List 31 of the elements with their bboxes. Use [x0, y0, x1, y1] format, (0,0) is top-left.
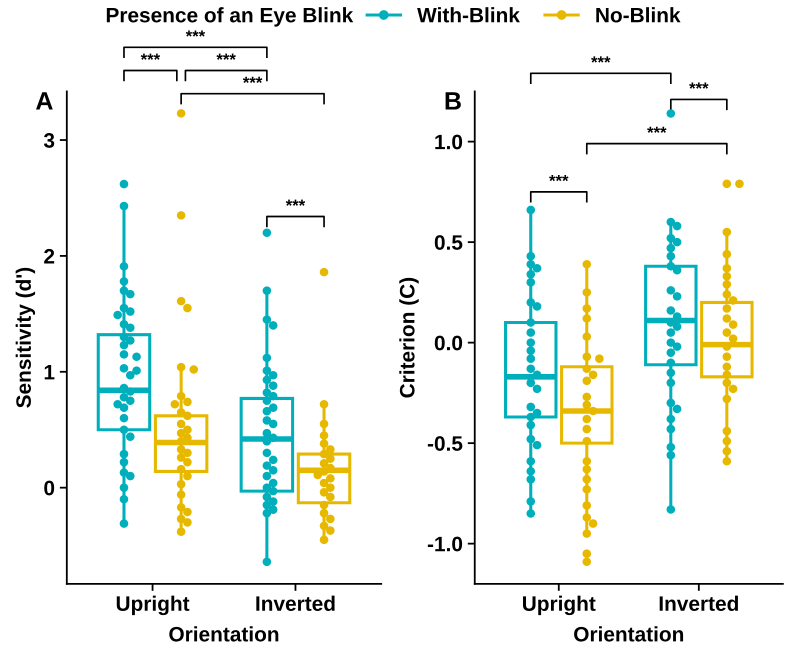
chart-title: A — [36, 92, 53, 110]
y-tick-label: 1.0 — [435, 134, 462, 150]
legend-label: With-Blink — [417, 7, 520, 22]
x-axis-title: Orientation — [169, 626, 278, 642]
y-tick-label: -0.5 — [428, 436, 462, 451]
legend-title: Presence of an Eye Blink — [106, 7, 354, 27]
legend-label: No-Blink — [596, 7, 681, 22]
y-tick-label: 0 — [44, 480, 54, 496]
y-axis-title: Sensitivity (d') — [16, 268, 36, 408]
text: *** — [242, 76, 262, 83]
annotation: *** — [647, 126, 667, 133]
x-tick-label: Inverted — [660, 596, 738, 611]
annotation: *** — [286, 200, 306, 206]
y-tick-label: -1.0 — [428, 536, 462, 552]
text: *** — [186, 30, 206, 37]
x-axis-title: Orientation — [574, 626, 684, 642]
y-tick-label: 0.5 — [434, 235, 462, 250]
x-tick-label: Upright — [523, 596, 596, 616]
annotation: *** — [549, 174, 568, 182]
text: *** — [140, 54, 160, 60]
chart-title: B — [446, 92, 461, 110]
y-tick-label: 2 — [44, 248, 54, 264]
x-tick-label: Inverted — [256, 596, 335, 611]
y-axis-title: Criterion (C) — [399, 278, 419, 398]
y-tick-label: 3 — [44, 133, 54, 148]
y-tick-label: 1 — [44, 365, 54, 380]
x-tick-label: Upright — [116, 596, 190, 616]
text: *** — [591, 56, 610, 63]
y-tick-label: 0.0 — [434, 336, 462, 350]
text: *** — [689, 82, 709, 89]
text: *** — [216, 54, 236, 60]
